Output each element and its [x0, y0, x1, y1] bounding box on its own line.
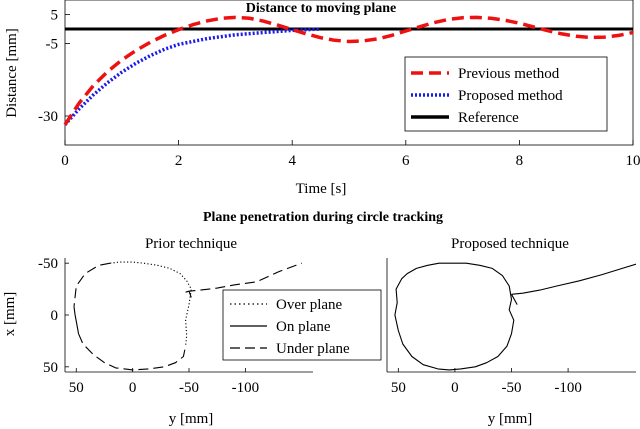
legend-label-on-plane: On plane — [276, 319, 331, 335]
legend-label-over-plane: Over plane — [276, 297, 343, 313]
proposed-technique-series — [394, 262, 637, 371]
series-line-on-plane — [394, 262, 515, 371]
distance-chart-xlabel: Time [s] — [296, 181, 347, 197]
distance-chart-series — [63, 15, 634, 126]
x-tick-label: -50 — [502, 380, 522, 396]
proposed-technique-title: Proposed technique — [451, 236, 569, 252]
proposed-technique-chart: Proposed technique 50 0 -50 -100 y [mm] — [386, 236, 637, 427]
prior-technique-series — [73, 261, 302, 371]
series-line-under-plane — [73, 262, 111, 307]
y-tick-label: 0 — [51, 308, 59, 324]
penetration-super-title: Plane penetration during circle tracking — [203, 210, 443, 225]
series-line-on-plane — [511, 294, 518, 305]
x-tick-label: 0 — [129, 380, 137, 396]
penetration-legend: Over plane On plane Under plane — [222, 289, 382, 361]
x-tick-label: -100 — [232, 380, 260, 396]
prior-technique-ylabel: x [mm] — [2, 292, 18, 337]
series-line-previous-method — [63, 15, 634, 126]
legend-label-under-plane: Under plane — [276, 341, 350, 357]
legend-label-proposed-method: Proposed method — [458, 88, 563, 104]
series-line-on-plane — [73, 306, 80, 334]
distance-chart-title: Distance to moving plane — [246, 1, 397, 16]
x-tick-label: 0 — [61, 153, 69, 169]
x-tick-label: 6 — [402, 153, 410, 169]
x-tick-label: -100 — [554, 380, 582, 396]
prior-technique-xlabel: y [mm] — [169, 411, 214, 427]
distance-chart: Distance to moving plane Time [s] Distan… — [4, 0, 640, 197]
y-tick-label: 50 — [43, 360, 58, 376]
y-tick-label: -50 — [38, 256, 58, 272]
y-tick-label: -30 — [38, 109, 58, 125]
x-tick-label: 0 — [451, 380, 459, 396]
x-tick-label: 10 — [626, 153, 640, 169]
distance-chart-frame — [64, 0, 634, 146]
x-tick-label: 8 — [516, 153, 524, 169]
series-line-on-plane — [188, 291, 192, 298]
x-tick-label: 50 — [69, 380, 84, 396]
x-tick-label: 4 — [288, 153, 296, 169]
distance-chart-legend: Previous method Proposed method Referenc… — [404, 56, 608, 132]
series-line-over-plane — [110, 261, 192, 347]
legend-label-previous-method: Previous method — [458, 66, 560, 82]
distance-chart-ylabel: Distance [mm] — [4, 28, 20, 118]
prior-technique-ticks: 50 0 -50 -100 -50 0 50 — [38, 256, 259, 396]
distance-chart-ticks: 0 2 4 6 8 10 5 -5 -30 — [38, 8, 640, 170]
series-line-proposed-method — [63, 27, 321, 126]
x-tick-label: -50 — [179, 380, 199, 396]
series-line-on-plane — [511, 263, 637, 295]
x-tick-label: 2 — [175, 153, 183, 169]
prior-technique-title: Prior technique — [145, 236, 237, 252]
series-line-under-plane — [185, 262, 302, 293]
proposed-technique-xlabel: y [mm] — [488, 411, 533, 427]
y-tick-label: -5 — [46, 37, 59, 53]
proposed-technique-ticks: 50 0 -50 -100 — [391, 368, 582, 396]
x-tick-label: 50 — [391, 380, 406, 396]
series-line-under-plane — [77, 333, 187, 371]
y-tick-label: 5 — [51, 8, 59, 24]
legend-label-reference: Reference — [458, 110, 519, 126]
